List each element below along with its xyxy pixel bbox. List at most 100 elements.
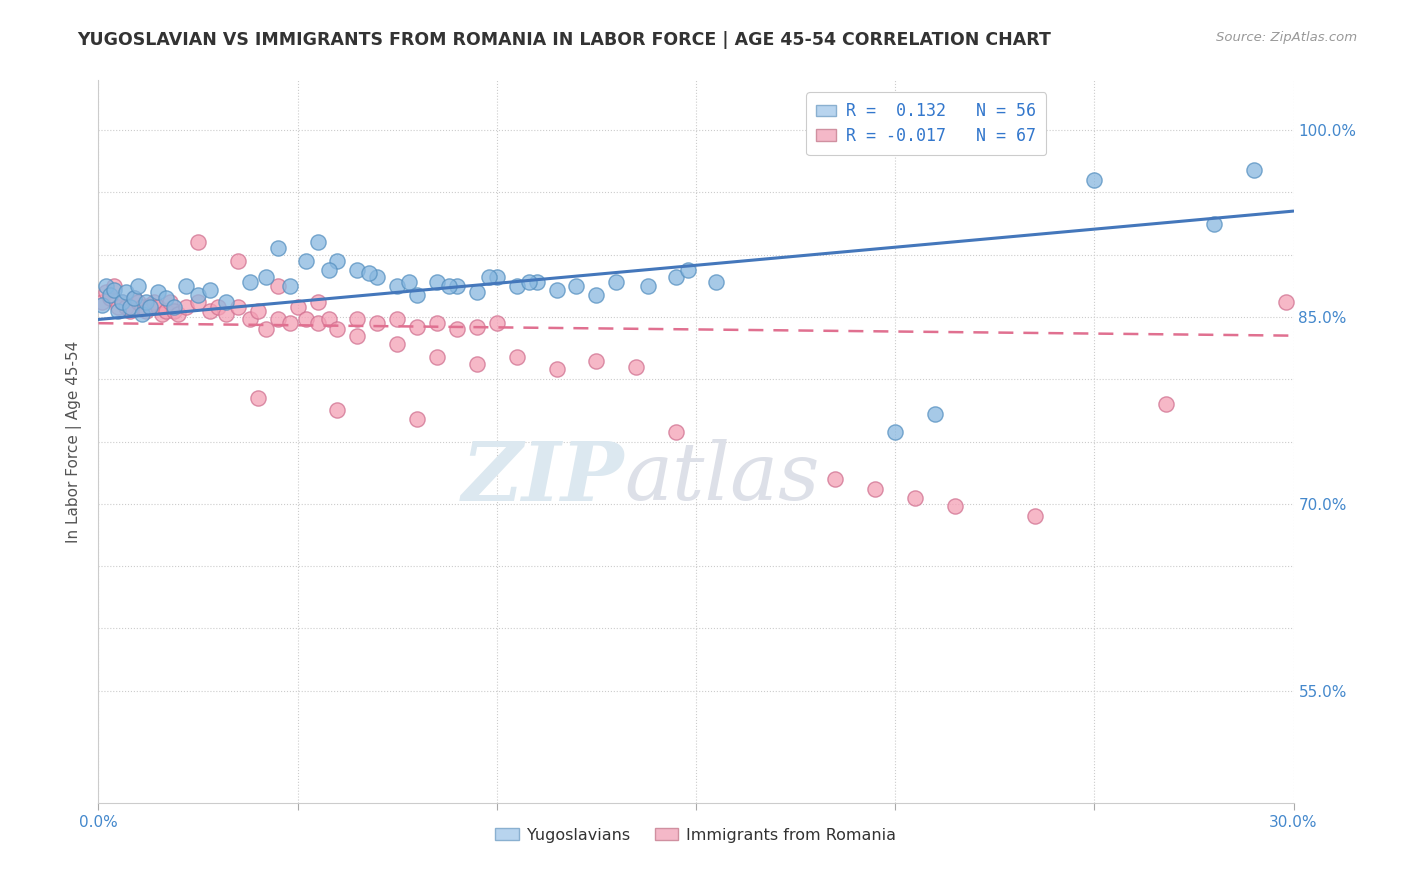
Point <box>139 297 162 311</box>
Point <box>346 262 368 277</box>
Point <box>326 322 349 336</box>
Point <box>366 316 388 330</box>
Point <box>1274 295 1296 310</box>
Point <box>267 242 290 256</box>
Point <box>326 403 349 417</box>
Point <box>546 283 568 297</box>
Point <box>517 275 540 289</box>
Point <box>254 322 277 336</box>
Point <box>426 275 449 289</box>
Point <box>1083 173 1105 187</box>
Point <box>287 300 309 314</box>
Point <box>246 303 269 318</box>
Point <box>127 278 149 293</box>
Point <box>346 328 368 343</box>
Point <box>96 278 118 293</box>
Point <box>139 300 162 314</box>
Point <box>115 300 138 314</box>
Text: YUGOSLAVIAN VS IMMIGRANTS FROM ROMANIA IN LABOR FORCE | AGE 45-54 CORRELATION CH: YUGOSLAVIAN VS IMMIGRANTS FROM ROMANIA I… <box>77 31 1052 49</box>
Point <box>163 300 186 314</box>
Point <box>406 412 429 426</box>
Point <box>96 285 118 299</box>
Point <box>215 308 238 322</box>
Point <box>120 300 142 314</box>
Point <box>278 316 301 330</box>
Point <box>131 300 153 314</box>
Point <box>526 275 548 289</box>
Point <box>406 320 429 334</box>
Point <box>446 322 468 336</box>
Point <box>163 303 186 318</box>
Point <box>107 300 129 314</box>
Text: Source: ZipAtlas.com: Source: ZipAtlas.com <box>1216 31 1357 45</box>
Point <box>294 312 316 326</box>
Point <box>865 482 887 496</box>
Point <box>124 291 146 305</box>
Point <box>318 312 340 326</box>
Point <box>91 297 114 311</box>
Point <box>359 266 381 280</box>
Point <box>174 278 197 293</box>
Point <box>294 254 316 268</box>
Point <box>103 283 125 297</box>
Point <box>585 287 607 301</box>
Point <box>318 262 340 277</box>
Point <box>148 300 170 314</box>
Text: atlas: atlas <box>624 439 820 516</box>
Point <box>207 300 229 314</box>
Point <box>246 391 269 405</box>
Point <box>465 320 488 334</box>
Point <box>366 270 388 285</box>
Point <box>406 287 429 301</box>
Point <box>824 472 846 486</box>
Legend: Yugoslavians, Immigrants from Romania: Yugoslavians, Immigrants from Romania <box>489 822 903 849</box>
Point <box>98 291 122 305</box>
Point <box>426 350 449 364</box>
Point <box>676 262 699 277</box>
Point <box>546 362 568 376</box>
Point <box>465 285 488 299</box>
Point <box>278 278 301 293</box>
Point <box>585 353 607 368</box>
Point <box>254 270 277 285</box>
Point <box>174 300 197 314</box>
Point <box>167 308 190 322</box>
Point <box>465 357 488 371</box>
Point <box>385 337 409 351</box>
Point <box>704 275 727 289</box>
Point <box>1024 509 1046 524</box>
Point <box>103 278 125 293</box>
Point <box>135 303 157 318</box>
Point <box>307 316 329 330</box>
Point <box>326 254 349 268</box>
Point <box>1202 217 1225 231</box>
Point <box>307 295 329 310</box>
Point <box>111 295 134 310</box>
Point <box>943 500 966 514</box>
Point <box>485 270 508 285</box>
Text: ZIP: ZIP <box>461 438 624 517</box>
Point <box>143 295 166 310</box>
Point <box>187 287 209 301</box>
Point <box>626 359 648 374</box>
Point <box>385 312 409 326</box>
Point <box>267 312 290 326</box>
Point <box>385 278 409 293</box>
Point <box>267 278 290 293</box>
Point <box>155 303 177 318</box>
Point <box>398 275 420 289</box>
Point <box>135 295 157 310</box>
Point <box>127 295 149 310</box>
Point <box>115 285 138 299</box>
Point <box>226 300 249 314</box>
Point <box>111 295 134 310</box>
Point <box>159 295 181 310</box>
Point <box>198 303 221 318</box>
Point <box>187 295 209 310</box>
Point <box>426 316 449 330</box>
Point <box>215 295 238 310</box>
Point <box>478 270 501 285</box>
Point <box>605 275 627 289</box>
Point <box>226 254 249 268</box>
Point <box>485 316 508 330</box>
